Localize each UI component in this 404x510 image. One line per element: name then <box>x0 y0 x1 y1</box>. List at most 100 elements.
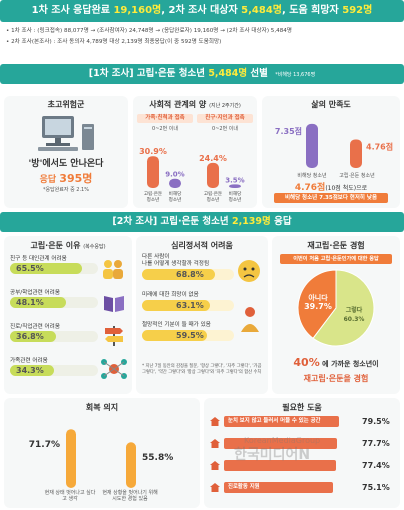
social-value-1-0: 24.4% <box>199 154 227 163</box>
panel-danger-quote: '방'에서도 안나온다 <box>28 159 104 169</box>
panel-social-title: 사회적 관계의 양 <box>149 100 207 109</box>
life-value-1: 4.76점 <box>366 141 393 151</box>
panel-emotional: 심리정서적 어려움 다른 사람이 나를 어떻게 생각할까 걱정됨 68.8% 미래에 … <box>136 236 268 394</box>
social-category-1-1-1: 청소년 <box>229 196 242 203</box>
social-group2-sub: 0~2번 이내 <box>212 126 238 132</box>
emotional-label-line2: 나를 어떻게 생각할까 걱정됨 <box>142 261 210 267</box>
panel-danger-response: 응답 395명 <box>4 170 128 186</box>
help-item-icon <box>210 483 220 492</box>
pie-slice-0 <box>297 269 337 340</box>
pie-value-0: 39.7% <box>304 302 332 311</box>
social-category-1-1-0: 비해당 <box>229 190 242 197</box>
emotional-bar <box>142 300 211 311</box>
emotional-label: 다른 사람이 나를 어떻게 생각할까 걱정됨 <box>142 254 209 268</box>
life-value-note: 4.76점(10점 척도)으로 <box>262 180 400 193</box>
section2-banner: [2차 조사] 고립·은둔 청소년 2,139명 응답 <box>0 212 404 232</box>
reason-label: 가족관련 어려움 <box>10 358 48 364</box>
panel-help-title: 필요한 도움 <box>282 403 322 412</box>
social-category-0-0-0: 고립·은둔 <box>144 190 162 197</box>
help-item-icon <box>210 439 220 448</box>
header-part-4: 5,484명 <box>241 5 282 16</box>
panel-social: 사회적 관계의 양 (지난 2주기간) 가족·친척과 접촉 친구·지인과 접촉 … <box>133 96 257 208</box>
section2-title-part-3: 응답 <box>270 216 292 227</box>
recovery-bar-a-label: 현재 상태 벗어나고 싶다고 생각 <box>44 490 96 502</box>
social-value-1-1: 3.5% <box>225 176 244 184</box>
reason-label: 친구 등 대인관계 어려움 <box>10 256 67 262</box>
panel-life: 삶의 만족도 7.35점 4.76점 비해당 청소년 고립·은둔 청소년 4.76… <box>262 96 400 208</box>
pie-value-1: 60.3% <box>344 316 365 323</box>
sad-person-icon <box>241 307 259 332</box>
emotional-label-line1: 절망적인 기분이 들 때가 있음 <box>142 322 211 328</box>
watermark2: KoreanMediaGroup <box>244 436 321 445</box>
experience-bottom: 40% 에 가까운 청소년이 <box>272 356 400 369</box>
social-value-0-1: 9.0% <box>165 171 184 179</box>
experience-bottom-value: 40% <box>293 356 320 369</box>
recovery-bar-0 <box>66 429 76 488</box>
section2-title-part-2: 2,139명 <box>231 216 271 227</box>
book-icon <box>104 296 124 312</box>
recovery-bar-1 <box>126 442 136 488</box>
reason-value: 48.1% <box>16 298 44 307</box>
watermark: 한국미디어N <box>234 447 311 463</box>
header-part-3: , 2차 조사 대상자 <box>161 5 242 16</box>
section1-title-part-2: 5,484명 <box>208 68 248 79</box>
life-value-note-value: 4.76점 <box>294 183 326 193</box>
reason-bar <box>10 365 55 376</box>
reason-bar <box>10 331 57 342</box>
section1-note: *비해당 13,676명 <box>275 72 316 78</box>
panel-recovery: 회복 의지 71.7% 55.8% 현재 상태 벗어나고 싶다고 생각 현재 상황… <box>4 398 200 508</box>
help-item-icon <box>210 461 220 470</box>
social-category-0-1-0: 비해당 <box>169 190 182 197</box>
help-label: 눈치 보지 않고 들러서 머물 수 있는 공간 <box>228 418 321 424</box>
header-bullet-1: • 1차 조사 : (링크접속) 88,077명 → (조사참여자) 24,74… <box>6 28 292 34</box>
recovery-chart: 71.7% 55.8% <box>29 429 173 488</box>
life-value-note-rest: (10점 척도)으로 <box>325 185 368 192</box>
header-bullet-2: • 2차 조사(본조사) : 조사 동의자 4,789명 대상 2,139명 최… <box>6 39 222 45</box>
recovery-value-1: 55.8% <box>142 453 173 463</box>
section2-title-part-1: [2차 조사] 고립·은둔 청소년 <box>112 216 232 227</box>
section1-title-part-3: 선별 <box>247 68 268 79</box>
header-part-5: , 도움 희망자 <box>282 5 343 16</box>
help-value: 75.1% <box>362 483 390 492</box>
social-group1-sub: 0~2번 이내 <box>152 126 178 132</box>
reason-label: 진로/직업관련 어려움 <box>10 324 60 330</box>
emotional-footnote: * 지난 7일 동안의 감정을 질문, '항상 그렇다', '자주 그렇다', … <box>142 364 262 375</box>
emotional-bar <box>142 269 216 280</box>
help-bar <box>224 482 333 493</box>
emotional-label: 미래에 대한 희망이 없음 <box>142 292 199 299</box>
emotional-bar <box>142 330 207 341</box>
life-banner: 비해당 청소년 7.35점보다 현저히 낮음 <box>274 193 388 203</box>
worried-face-icon <box>238 260 260 282</box>
social-category-1-0-1: 청소년 <box>207 196 220 203</box>
social-group2-tag: 친구·지인과 접촉 <box>197 114 253 123</box>
help-value: 79.5% <box>362 417 390 426</box>
panel-danger-response-label: 응답 <box>39 175 60 185</box>
help-value: 77.4% <box>362 461 390 470</box>
panel-experience: 재고립·은둔 경험 이번이 처음 고립·은둔인가에 대한 응답 아니다 39.7%… <box>272 236 400 394</box>
help-label: 진로활동 지원 <box>228 484 260 490</box>
header-banner: 1차 조사 응답완료 19,160명, 2차 조사 대상자 5,484명, 도움… <box>0 0 404 22</box>
experience-question: 이번이 처음 고립·은둔인가에 대한 응답 <box>280 254 392 264</box>
header-part-1: 1차 조사 응답완료 <box>31 5 114 16</box>
panel-social-title-wrap: 사회적 관계의 양 (지난 2주기간) <box>133 99 257 110</box>
panel-reasons-title-note: (복수응답) <box>83 244 106 250</box>
pie-label-1: 그렇다 <box>346 306 363 314</box>
life-chart: 7.35점 4.76점 <box>275 123 393 168</box>
panel-reasons: 고립·은둔 이유 (복수응답) 친구 등 대인관계 어려움 65.5% 공부/학업관… <box>4 236 132 394</box>
reason-bar <box>10 263 82 274</box>
help-value: 77.7% <box>362 439 390 448</box>
pie-label-0: 아니다 <box>308 293 328 302</box>
social-group1-tag: 가족·친척과 접촉 <box>137 114 193 123</box>
emotional-value: 68.8% <box>176 270 204 279</box>
panel-danger-title: 초고위험군 <box>47 100 85 109</box>
social-bar-1-1 <box>229 184 241 188</box>
panel-social-title-note: (지난 2주기간) <box>209 103 241 109</box>
social-bar-0-1 <box>169 178 181 188</box>
panel-help: 필요한 도움 눈치 보지 않고 들러서 머물 수 있는 공간 79.5% 77.7%… <box>204 398 400 508</box>
section1-title-part-1: [1차 조사] 고립·은둔 청소년 <box>88 68 209 79</box>
life-bar-0 <box>306 123 318 168</box>
panel-danger-response-value: 395명 <box>59 172 93 185</box>
life-bar-1 <box>350 139 362 168</box>
